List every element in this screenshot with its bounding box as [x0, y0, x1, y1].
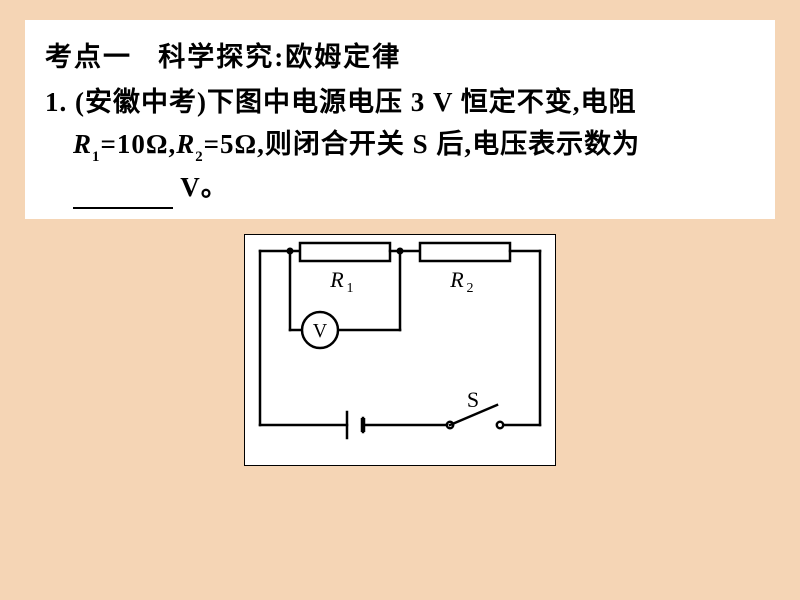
source-close: ) — [197, 87, 207, 117]
diagram-container: R1R2VS — [0, 234, 800, 466]
circuit-diagram-frame: R1R2VS — [244, 234, 556, 466]
svg-text:R: R — [329, 267, 344, 292]
circuit-diagram: R1R2VS — [245, 235, 555, 460]
svg-text:V: V — [313, 320, 328, 342]
problem-line-2: R1=10Ω,R2=5Ω,则闭合开关 S 后,电压表示数为 — [45, 124, 755, 167]
r1-symbol: R — [73, 129, 92, 159]
r1-subscript: 1 — [92, 149, 100, 165]
svg-text:1: 1 — [347, 281, 354, 296]
answer-blank — [73, 177, 173, 209]
r2-symbol: R — [176, 129, 195, 159]
question-text-panel: 考点一 科学探究:欧姆定律 1. (安徽中考)下图中电源电压 3 V 恒定不变,… — [25, 20, 775, 219]
heading-prefix: 考点一 — [45, 42, 132, 72]
problem-text-a: 下图中电源电压 3 V 恒定不变,电阻 — [207, 87, 637, 117]
problem-line-1: 1. (安徽中考)下图中电源电压 3 V 恒定不变,电阻 — [45, 82, 755, 124]
svg-text:2: 2 — [467, 281, 474, 296]
problem-line-3: V。 — [45, 167, 755, 209]
heading-line: 考点一 科学探究:欧姆定律 — [45, 35, 755, 74]
problem-number: 1. — [45, 87, 67, 117]
heading-title: 科学探究:欧姆定律 — [158, 42, 401, 72]
source-open: ( — [75, 87, 85, 117]
r1-value: =10Ω, — [100, 129, 176, 159]
svg-text:S: S — [467, 387, 479, 412]
svg-text:R: R — [449, 267, 464, 292]
r2-subscript: 2 — [195, 149, 203, 165]
problem-source: 安徽中考 — [85, 87, 197, 117]
r2-value: =5Ω,则闭合开关 S 后,电压表示数为 — [204, 129, 641, 159]
unit-text: V。 — [173, 172, 229, 202]
